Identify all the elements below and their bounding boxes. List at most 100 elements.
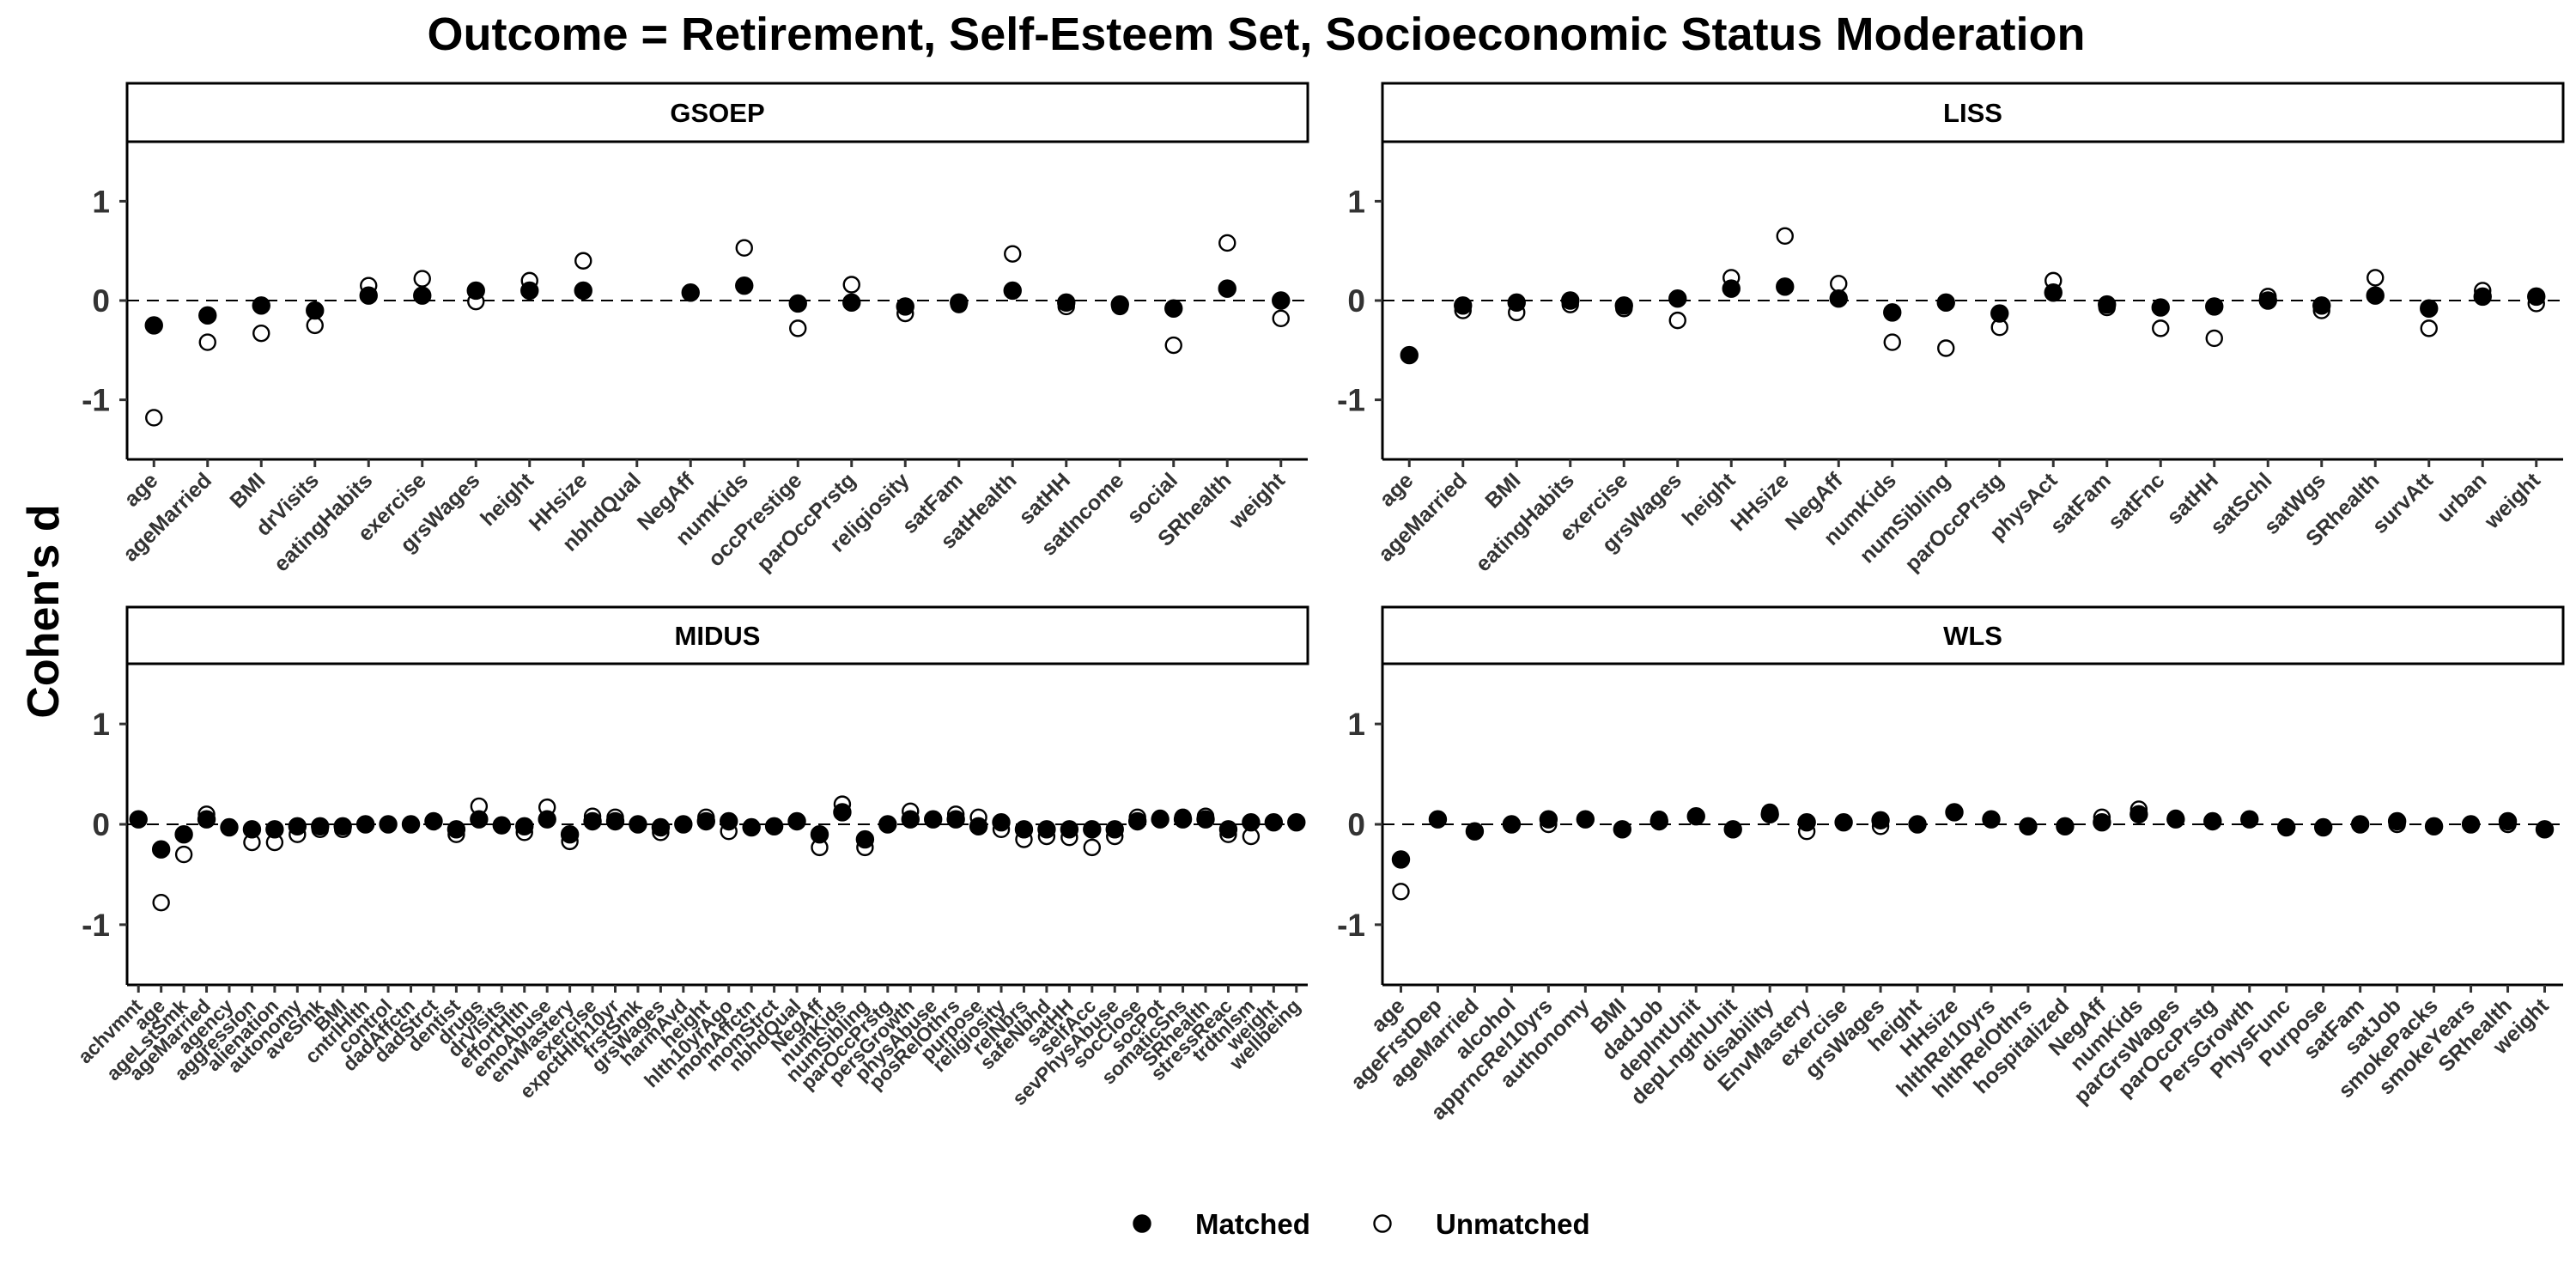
point-unmatched-gsoep-agemarried bbox=[198, 333, 216, 351]
point-matched-gsoep-eatinghabits bbox=[359, 286, 378, 305]
point-matched-liss-eatinghabits bbox=[1561, 291, 1580, 310]
x-tick-label-liss: BMI bbox=[1480, 468, 1525, 513]
point-unmatched-gsoep-weight bbox=[1272, 309, 1290, 328]
point-matched-midus-numsibling bbox=[855, 829, 875, 849]
legend-label-matched: Matched bbox=[1195, 1208, 1310, 1240]
point-matched-gsoep-occprestige bbox=[788, 294, 807, 313]
point-matched-wls-exercise bbox=[1834, 812, 1853, 832]
point-matched-midus-selfacc bbox=[1083, 820, 1102, 839]
point-matched-gsoep-age bbox=[144, 316, 163, 335]
point-matched-gsoep-height bbox=[520, 281, 539, 301]
legend-key-unmatched bbox=[1373, 1214, 1392, 1233]
point-matched-midus-bmi bbox=[333, 817, 352, 836]
point-matched-wls-satfam bbox=[2350, 815, 2370, 834]
point-matched-wls-depintunit bbox=[1686, 806, 1705, 826]
point-matched-gsoep-drvisits bbox=[306, 301, 325, 320]
point-unmatched-liss-survatt bbox=[2420, 319, 2438, 337]
point-matched-wls-smokeyears bbox=[2461, 815, 2481, 834]
x-tick-label-liss: HHsize bbox=[1726, 468, 1794, 536]
point-matched-liss-hhsize bbox=[1776, 277, 1795, 296]
point-matched-midus-agemarried bbox=[197, 810, 216, 829]
point-unmatched-liss-numsibling bbox=[1937, 339, 1955, 357]
point-unmatched-liss-sathh bbox=[2205, 329, 2223, 348]
x-tick-label-liss: satFnc bbox=[2104, 468, 2170, 534]
point-matched-midus-relnbrs bbox=[1014, 820, 1034, 839]
point-matched-midus-drvisits bbox=[492, 816, 511, 835]
point-unmatched-gsoep-hhsize bbox=[574, 252, 592, 270]
y-tick-label-midus: 0 bbox=[92, 807, 110, 842]
point-matched-midus-harmavd bbox=[674, 815, 693, 834]
point-unmatched-gsoep-srhealth bbox=[1218, 234, 1236, 252]
point-matched-wls-satjob bbox=[2387, 811, 2407, 831]
point-unmatched-gsoep-age bbox=[145, 409, 163, 427]
point-matched-midus-momstrct bbox=[764, 817, 784, 836]
y-tick-label-midus: 1 bbox=[92, 707, 110, 742]
point-unmatched-gsoep-numkids bbox=[735, 239, 753, 257]
point-matched-wls-weight bbox=[2535, 820, 2555, 839]
strip-label-gsoep: GSOEP bbox=[670, 98, 764, 128]
point-unmatched-liss-negaff bbox=[1830, 275, 1848, 293]
point-unmatched-wls-age bbox=[1392, 883, 1410, 901]
point-matched-liss-height bbox=[1722, 279, 1741, 298]
legend: Matched Unmatched bbox=[1133, 1208, 1590, 1240]
point-matched-liss-grswages bbox=[1668, 289, 1687, 308]
y-tick-label-wls: 1 bbox=[1347, 707, 1365, 742]
point-matched-midus-agency bbox=[220, 817, 239, 837]
point-matched-midus-efforthlth bbox=[515, 817, 534, 836]
point-matched-wls-authonomy bbox=[1576, 810, 1595, 829]
point-matched-wls-persgrowth bbox=[2240, 810, 2259, 829]
point-matched-midus-somaticsns bbox=[1173, 810, 1193, 829]
point-unmatched-gsoep-sathealth bbox=[1004, 245, 1022, 263]
point-matched-midus-socpot bbox=[1151, 810, 1170, 829]
y-tick-label-wls: 0 bbox=[1347, 807, 1365, 842]
chart-title: Outcome = Retirement, Self-Esteem Set, S… bbox=[428, 9, 2086, 60]
point-matched-liss-urban bbox=[2473, 287, 2492, 307]
point-matched-midus-purpose bbox=[969, 817, 988, 836]
y-tick-label-liss: 1 bbox=[1347, 184, 1365, 219]
point-matched-gsoep-satincome bbox=[1110, 295, 1129, 314]
point-matched-midus-aggression bbox=[242, 820, 262, 839]
point-matched-wls-age bbox=[1391, 850, 1411, 869]
x-tick-label-gsoep: BMI bbox=[225, 468, 270, 513]
y-tick-label-gsoep: 0 bbox=[92, 283, 110, 319]
point-matched-midus-emoabuse bbox=[538, 810, 556, 829]
x-tick-label-liss: satFam bbox=[2045, 468, 2116, 538]
point-matched-midus-physabuse bbox=[924, 810, 943, 829]
point-unmatched-gsoep-bmi bbox=[252, 324, 270, 343]
point-matched-liss-physact bbox=[2044, 283, 2063, 302]
point-matched-midus-alienation bbox=[265, 820, 284, 839]
point-matched-liss-bmi bbox=[1507, 293, 1526, 313]
point-unmatched-liss-srhealth bbox=[2366, 269, 2385, 287]
point-matched-wls-disability bbox=[1760, 805, 1779, 824]
point-matched-midus-sevphysabuse bbox=[1105, 820, 1124, 839]
panel-wls: WLS-101ageageFrstDepageMarriedalcoholapp… bbox=[1337, 605, 2565, 1125]
point-unmatched-midus-agelstsmk bbox=[174, 845, 193, 864]
point-matched-wls-numkids bbox=[2129, 805, 2148, 824]
point-unmatched-liss-grswages bbox=[1668, 311, 1686, 330]
legend-key-matched bbox=[1133, 1214, 1151, 1233]
strip-midus bbox=[125, 605, 1309, 665]
strip-liss bbox=[1381, 82, 2565, 143]
point-matched-liss-age bbox=[1400, 345, 1419, 365]
point-matched-wls-bmi bbox=[1613, 820, 1631, 839]
point-matched-gsoep-hhsize bbox=[574, 281, 592, 301]
point-matched-midus-grswages bbox=[651, 817, 671, 837]
point-matched-midus-drugs bbox=[470, 810, 489, 829]
point-matched-midus-exercise bbox=[583, 811, 602, 831]
point-matched-midus-weight bbox=[1264, 812, 1284, 832]
point-matched-midus-paroccprstg bbox=[878, 815, 897, 834]
point-matched-gsoep-paroccprstg bbox=[842, 293, 861, 313]
point-matched-midus-dadaffctn bbox=[401, 815, 421, 834]
point-matched-wls-dadjob bbox=[1649, 811, 1668, 831]
panel-midus: MIDUS-101achvmntageageLstSmkageMarriedag… bbox=[73, 605, 1309, 1109]
point-matched-midus-hlth10yrago bbox=[720, 811, 738, 831]
point-matched-wls-hlthrelothrs bbox=[2019, 817, 2038, 836]
strip-gsoep bbox=[125, 82, 1309, 143]
point-matched-wls-paroccprstg bbox=[2203, 811, 2222, 831]
point-matched-gsoep-weight bbox=[1272, 291, 1291, 310]
point-unmatched-liss-hhsize bbox=[1776, 227, 1794, 246]
legend-label-unmatched: Unmatched bbox=[1436, 1208, 1590, 1240]
point-unmatched-gsoep-exercise bbox=[413, 270, 431, 288]
